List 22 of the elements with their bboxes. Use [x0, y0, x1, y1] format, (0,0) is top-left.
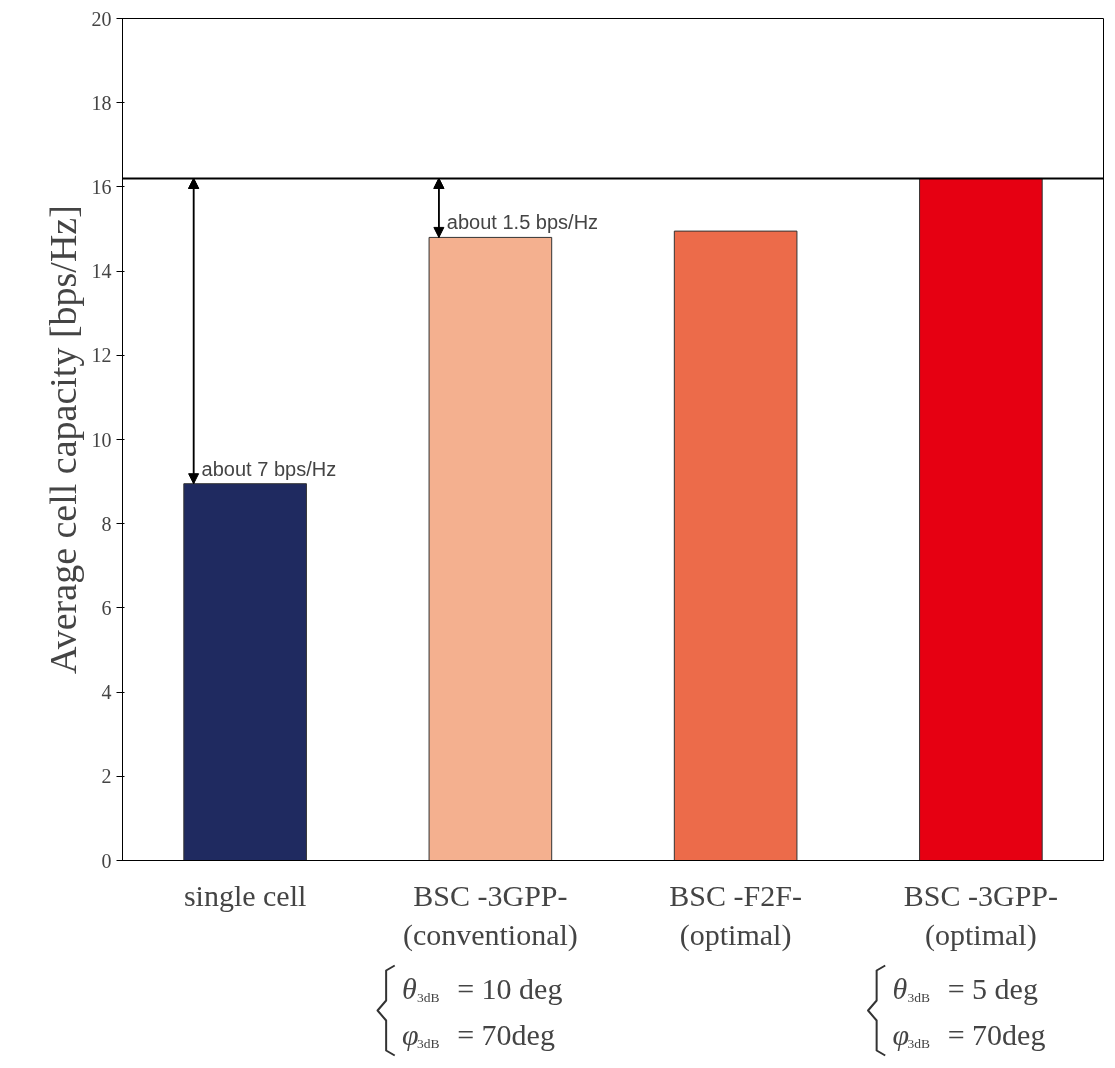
x-tick-label: BSC -3GPP- (optimal): [903, 878, 1058, 953]
bar: [919, 177, 1043, 861]
y-tick-label: 16: [91, 175, 112, 198]
y-tick-label: 10: [91, 428, 112, 451]
y-tick-label: 18: [91, 91, 112, 114]
y-tick-label: 2: [101, 765, 112, 788]
y-tick-label: 12: [91, 344, 112, 367]
y-tick-label: 14: [91, 260, 112, 283]
y-tick-label: 4: [101, 681, 112, 704]
bar: [428, 236, 553, 861]
y-tick-label: 6: [101, 596, 112, 619]
y-axis-title: Average cell capacity [bps/Hz]: [41, 205, 84, 674]
y-tick-label: 8: [101, 512, 112, 535]
y-tick-label: 20: [91, 7, 112, 30]
y-tick-label: 0: [101, 849, 112, 872]
x-tick-label: single cell: [183, 878, 307, 912]
bar: [183, 483, 307, 861]
annotation: about 7 bps/Hz: [201, 457, 337, 480]
annotation: about 1.5 bps/Hz: [446, 211, 599, 234]
x-tick-label: BSC -F2F- (optimal): [669, 878, 802, 953]
x-tick-label: BSC -3GPP- (conventional): [402, 878, 578, 953]
bar: [673, 230, 798, 861]
